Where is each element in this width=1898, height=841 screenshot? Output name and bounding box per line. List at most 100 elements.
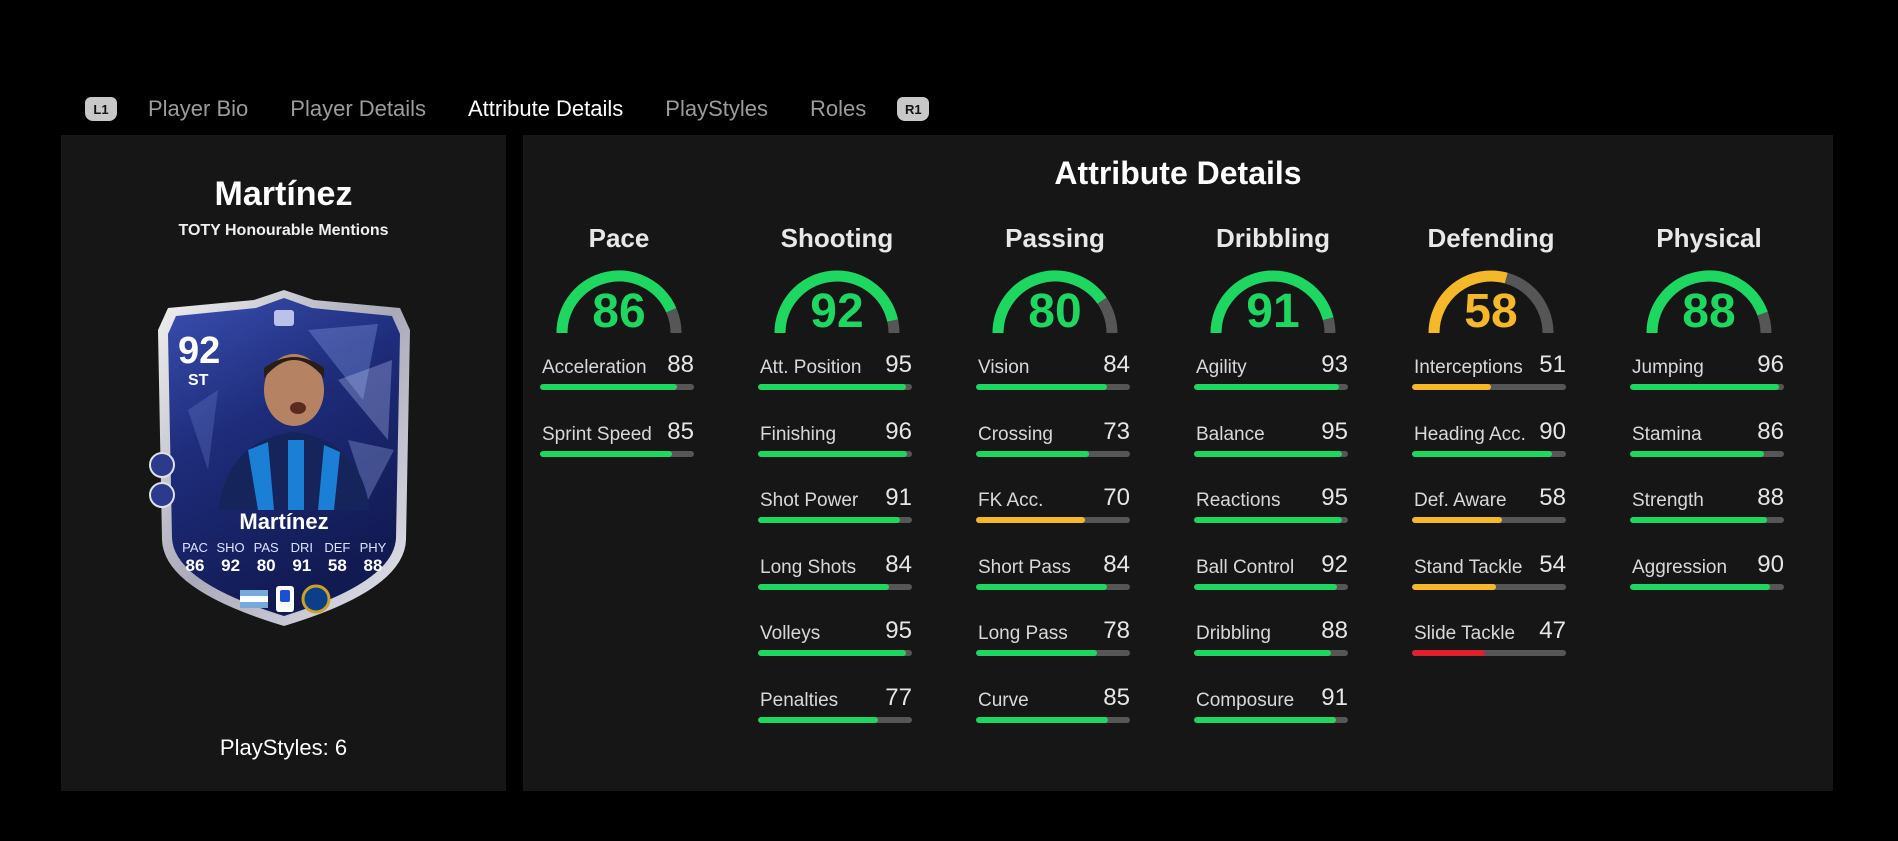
attribute-bar — [976, 384, 1130, 390]
attribute-value: 84 — [885, 550, 912, 578]
attribute-value: 86 — [1757, 417, 1784, 445]
card-stat: DEF 58 — [320, 540, 354, 576]
attribute-row: Finishing 96 — [758, 416, 916, 483]
attribute-bar-fill — [1412, 384, 1492, 390]
attribute-bar-fill — [1194, 716, 1336, 723]
attribute-row: Short Pass 84 — [976, 549, 1134, 616]
attribute-value: 95 — [1321, 484, 1348, 511]
tab-attribute-details[interactable]: Attribute Details — [468, 96, 624, 121]
category-title: Physical — [1656, 223, 1762, 253]
attribute-details-panel: Attribute Details Pace 86 Acceleration 88 S… — [523, 135, 1833, 791]
attribute-bar-fill — [1194, 517, 1342, 523]
attribute-row: Strength 88 — [1630, 482, 1788, 549]
attribute-name: Volleys — [760, 623, 821, 644]
attribute-bar-fill — [976, 583, 1107, 590]
attribute-bar-fill — [976, 517, 1085, 523]
card-stat: DRI 91 — [285, 540, 319, 576]
tab-roles[interactable]: Roles — [810, 96, 867, 121]
attribute-bar-fill — [976, 716, 1109, 723]
attribute-value: 84 — [1103, 351, 1130, 378]
attribute-bar — [758, 384, 912, 390]
attribute-list: Jumping 96 Stamina 86 Strength 88 Aggression 90 — [1630, 349, 1788, 615]
attribute-row: Balance 95 — [1194, 416, 1352, 483]
tab-player-details[interactable]: Player Details — [290, 96, 426, 121]
attribute-name: Strength — [1632, 490, 1704, 511]
attribute-name: Att. Position — [760, 357, 862, 378]
attribute-row: Long Pass 78 — [976, 615, 1134, 682]
category-gauge: 88 — [1642, 265, 1776, 339]
card-stat: PAS 80 — [249, 540, 283, 576]
attribute-bar-fill — [1630, 450, 1764, 457]
attribute-value: 88 — [1757, 484, 1784, 511]
gauge-arc-icon — [1646, 270, 1772, 334]
card-stat-label: PAS — [253, 540, 279, 555]
attribute-name: Def. Aware — [1414, 490, 1507, 511]
attribute-value: 85 — [1103, 683, 1130, 711]
attribute-value: 91 — [885, 484, 912, 511]
attribute-name: Curve — [978, 689, 1029, 711]
attribute-row: Reactions 95 — [1194, 482, 1352, 549]
attribute-value: 96 — [1757, 351, 1784, 378]
attribute-row: Interceptions 51 — [1412, 349, 1570, 416]
card-stat-label: DRI — [290, 540, 313, 555]
attribute-row: Att. Position 95 — [758, 349, 916, 416]
attribute-bar — [1194, 583, 1348, 590]
attribute-bar — [758, 450, 912, 457]
attribute-value: 95 — [885, 351, 912, 378]
player-card[interactable]: 92 ST Martínez PAC 86 SHO 92 PAS 80 DRI 91 D… — [148, 290, 420, 630]
attribute-bar-fill — [1194, 650, 1331, 656]
attribute-row: Volleys 95 — [758, 615, 916, 682]
card-rating: 92 — [178, 330, 221, 372]
attribute-bar — [976, 517, 1130, 523]
attribute-bar-fill — [758, 583, 889, 590]
category-shooting: Shooting 92 Att. Position 95 Finishing 96 Sho… — [758, 223, 916, 748]
attribute-value: 78 — [1103, 617, 1130, 644]
attribute-bar-fill — [540, 384, 677, 390]
attribute-name: Reactions — [1196, 490, 1281, 511]
attribute-bar-fill — [976, 650, 1098, 656]
attribute-list: Acceleration 88 Sprint Speed 85 — [540, 349, 698, 482]
attribute-name: Finishing — [760, 423, 837, 445]
category-title: Dribbling — [1215, 223, 1331, 253]
attribute-row: Stand Tackle 54 — [1412, 549, 1570, 616]
attribute-row: Slide Tackle 47 — [1412, 615, 1570, 682]
attribute-row: Sprint Speed 85 — [540, 416, 698, 483]
card-frame-icon — [149, 290, 410, 626]
category-dribbling: Dribbling 91 Agility 93 Balance 95 Reactions 9… — [1194, 223, 1352, 748]
gauge-arc-icon — [556, 270, 682, 334]
card-stat-value: 58 — [327, 556, 347, 575]
l1-button-badge[interactable]: L1 — [85, 97, 117, 121]
attribute-bar-fill — [1412, 450, 1552, 457]
attribute-bar-fill — [1630, 583, 1770, 590]
category-title: Defending — [1427, 223, 1555, 253]
attribute-row: Crossing 73 — [976, 416, 1134, 483]
attribute-bar — [1630, 450, 1784, 457]
card-stat-value: 92 — [221, 556, 241, 575]
category-gauge: 92 — [770, 265, 904, 339]
attribute-value: 95 — [885, 617, 912, 644]
r1-button-badge[interactable]: R1 — [897, 97, 930, 121]
attribute-bar-fill — [1194, 450, 1342, 457]
card-stat-label: SHO — [216, 540, 245, 555]
attribute-value: 96 — [885, 417, 912, 445]
attribute-bar-fill — [758, 650, 906, 656]
attribute-name: Heading Acc. — [1414, 423, 1526, 445]
attribute-bar — [1412, 517, 1566, 523]
attribute-value: 90 — [1757, 550, 1784, 578]
card-stat: PHY 88 — [356, 540, 390, 576]
attribute-bar — [976, 450, 1130, 457]
attribute-row: Def. Aware 58 — [1412, 482, 1570, 549]
category-physical: Physical 88 Jumping 96 Stamina 86 Strength 88 A… — [1630, 223, 1788, 615]
playstyles-count: PlayStyles: 6 — [219, 735, 348, 760]
attribute-name: Jumping — [1632, 357, 1704, 378]
attribute-row: Stamina 86 — [1630, 416, 1788, 483]
attribute-name: Sprint Speed — [542, 423, 652, 445]
tab-playstyles[interactable]: PlayStyles — [665, 96, 769, 121]
attribute-row: Agility 93 — [1194, 349, 1352, 416]
attribute-bar-fill — [976, 384, 1107, 390]
player-name: Martínez — [214, 175, 353, 213]
tab-player-bio[interactable]: Player Bio — [148, 96, 249, 121]
card-stat-value: 88 — [363, 556, 383, 575]
attribute-bar-fill — [1412, 583, 1496, 590]
attribute-bar — [976, 650, 1130, 656]
